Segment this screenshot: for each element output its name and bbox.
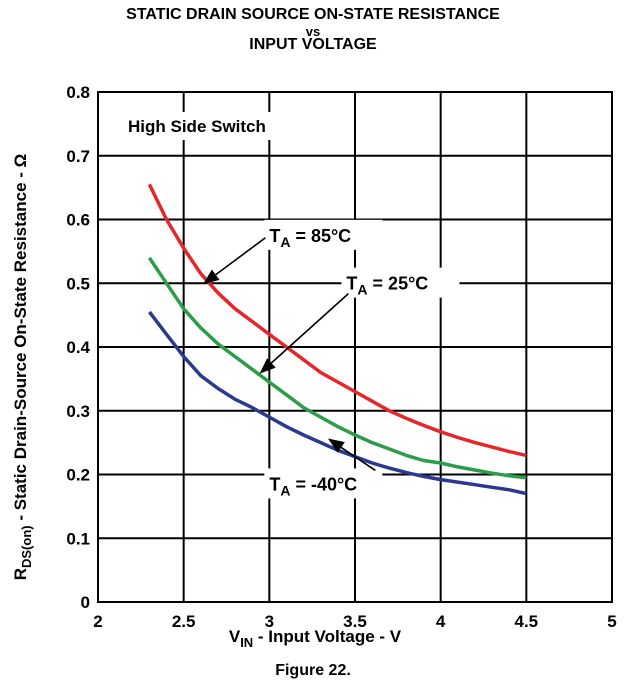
y-tick-label: 0.5: [66, 274, 90, 293]
x-tick-label: 2: [93, 612, 102, 631]
x-tick-label: 2.5: [172, 612, 196, 631]
annotation-background: [264, 468, 383, 499]
series-line-1: [147, 256, 527, 480]
annotation-arrow-2: [327, 438, 376, 472]
annotation-label-2: TA = -40°C: [269, 474, 357, 498]
y-tick-label: 0: [81, 593, 90, 612]
y-tick-label: 0.7: [66, 147, 90, 166]
x-axis-label-rest: - Input Voltage - V: [253, 627, 402, 646]
chart-title-line-2: vs: [305, 24, 321, 39]
series-annotations: TA = 85°C TA = 25°C TA = -40°C: [202, 219, 460, 499]
x-tick-label: 4: [436, 612, 446, 631]
x-tick-label: 5: [607, 612, 616, 631]
annotation-label-0: TA = 85°C: [269, 226, 351, 250]
annotation-background: [341, 267, 460, 298]
x-tick-label: 3: [265, 612, 274, 631]
x-tick-label: 4.5: [515, 612, 539, 631]
annotation-label-1: TA = 25°C: [346, 274, 428, 298]
y-tick-label: 0.3: [66, 402, 90, 421]
annotation-box-background: [122, 112, 310, 140]
y-axis-label-main: R: [11, 568, 30, 580]
annotation-box-text: High Side Switch: [128, 117, 266, 136]
annotation-arrow-0: [202, 237, 266, 285]
chart-title-line-3: INPUT VOLTAGE: [249, 36, 377, 53]
y-tick-label: 0.2: [66, 466, 90, 485]
y-tick-label: 0.8: [66, 83, 90, 102]
figure-caption: Figure 22.: [275, 662, 351, 679]
annotation-arrow-1: [259, 293, 349, 374]
y-axis-label-sub: DS(on): [19, 525, 34, 568]
y-axis-label: RDS(on) - Static Drain-Source On-State R…: [11, 154, 34, 581]
series-line-0: [147, 183, 527, 458]
x-tick-label: 3.5: [343, 612, 367, 631]
y-tick-label: 0.6: [66, 211, 90, 230]
y-tick-label: 0.4: [66, 338, 90, 357]
annotation-background: [264, 219, 383, 250]
y-axis-label-rest: - Static Drain-Source On-State Resistanc…: [11, 154, 30, 526]
chart-title-line-1: STATIC DRAIN SOURCE ON-STATE RESISTANCE: [126, 6, 500, 23]
series-line-2: [148, 310, 527, 496]
plot-frame: [97, 91, 613, 603]
x-axis-label: VIN - Input Voltage - V: [229, 627, 402, 650]
x-axis-label-sub: IN: [240, 635, 253, 650]
y-tick-label: 0.1: [66, 529, 90, 548]
y-tick-labels: 0 0.1 0.2 0.3 0.4 0.5 0.6 0.7 0.8: [66, 83, 90, 612]
x-axis-label-main: V: [229, 627, 241, 646]
chart-svg: 2 2.5 3 3.5 4 4.5 5 00.10.20.30.40.50.60.70.8 …: [11, 83, 617, 650]
x-tick-labels: 2 2.5 3 3.5 4 4.5 5: [93, 612, 616, 631]
grid-layer: [98, 92, 612, 602]
